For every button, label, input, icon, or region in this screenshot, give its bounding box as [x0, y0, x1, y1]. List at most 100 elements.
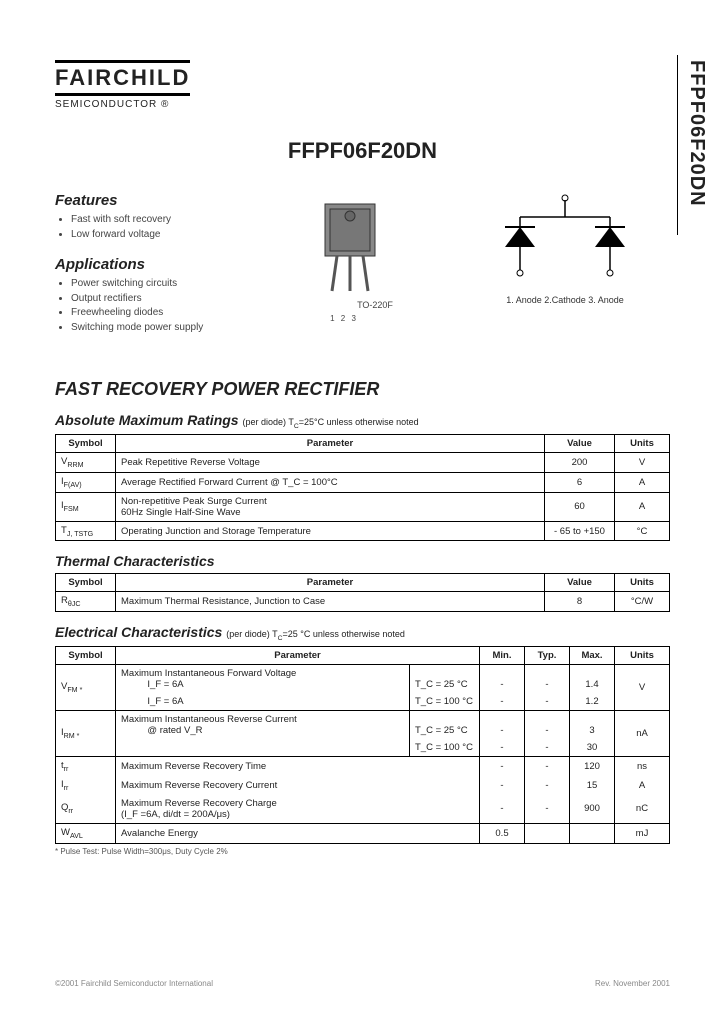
col-max: Max. — [570, 647, 615, 665]
pin-diagram-label: 1. Anode 2.Cathode 3. Anode — [460, 295, 670, 305]
cell-symbol: IFSM — [56, 492, 116, 521]
cell-param: Operating Junction and Storage Temperatu… — [116, 521, 545, 541]
cell-max: 30 — [570, 739, 615, 757]
application-item: Freewheeling diodes — [71, 306, 240, 321]
features-list: Fast with soft recovery Low forward volt… — [55, 213, 240, 242]
cell-param — [116, 739, 410, 757]
cell-unit: V — [615, 665, 670, 711]
cell-unit: A — [615, 776, 670, 795]
cell-min: - — [480, 665, 525, 694]
cell-max: 900 — [570, 795, 615, 824]
table-row: WAVL Avalanche Energy 0.5 mJ — [56, 823, 670, 843]
pin-diagram-column: 1. Anode 2.Cathode 3. Anode — [460, 192, 670, 349]
application-item: Output rectifiers — [71, 292, 240, 307]
cell-param: Avalanche Energy — [116, 823, 480, 843]
abs-max-heading: Absolute Maximum Ratings (per diode) TC=… — [55, 412, 670, 430]
cell-typ: - — [525, 795, 570, 824]
footer-right: Rev. November 2001 — [595, 979, 670, 988]
cell-typ: - — [525, 693, 570, 711]
col-symbol: Symbol — [56, 647, 116, 665]
cell-min: - — [480, 776, 525, 795]
cell-typ: - — [525, 711, 570, 740]
table-row: VRRM Peak Repetitive Reverse Voltage 200… — [56, 452, 670, 472]
table-row: trr Maximum Reverse Recovery Time - - 12… — [56, 757, 670, 776]
part-title: FFPF06F20DN — [55, 138, 670, 164]
cell-value: 60 — [545, 492, 615, 521]
cell-symbol: RθJC — [56, 592, 116, 612]
cell-param: I_F = 6A — [116, 693, 410, 711]
cell-typ: - — [525, 776, 570, 795]
cell-symbol: VFM * — [56, 665, 116, 711]
table-header-row: Symbol Parameter Value Units — [56, 574, 670, 592]
package-drawing-icon — [295, 196, 405, 306]
electrical-cond: (per diode) TC=25 °C unless otherwise no… — [226, 629, 405, 639]
application-item: Switching mode power supply — [71, 321, 240, 336]
footer-left: ©2001 Fairchild Semiconductor Internatio… — [55, 979, 213, 988]
cell-cond: T_C = 100 °C — [410, 693, 480, 711]
table-row: Irr Maximum Reverse Recovery Current - -… — [56, 776, 670, 795]
electrical-heading: Electrical Characteristics (per diode) T… — [55, 624, 670, 642]
cell-unit: °C — [615, 521, 670, 541]
col-units: Units — [615, 434, 670, 452]
table-row: IRM * Maximum Instantaneous Reverse Curr… — [56, 711, 670, 740]
cell-unit: V — [615, 452, 670, 472]
cell-value: - 65 to +150 — [545, 521, 615, 541]
cell-cond: T_C = 100 °C — [410, 739, 480, 757]
cell-param: Maximum Reverse Recovery Charge (I_F =6A… — [116, 795, 480, 824]
diode-schematic-icon — [480, 192, 650, 287]
thermal-table: Symbol Parameter Value Units RθJC Maximu… — [55, 573, 670, 612]
cell-max — [570, 823, 615, 843]
table-header-row: Symbol Parameter Value Units — [56, 434, 670, 452]
col-typ: Typ. — [525, 647, 570, 665]
applications-heading: Applications — [55, 256, 240, 273]
logo-sub: SEMICONDUCTOR ® — [55, 99, 670, 110]
cell-symbol: Qrr — [56, 795, 116, 824]
abs-max-title: Absolute Maximum Ratings — [55, 412, 239, 428]
feature-item: Fast with soft recovery — [71, 213, 240, 228]
col-value: Value — [545, 434, 615, 452]
table-row: Qrr Maximum Reverse Recovery Charge (I_F… — [56, 795, 670, 824]
col-units: Units — [615, 647, 670, 665]
cell-unit: nA — [615, 711, 670, 757]
cell-cond: T_C = 25 °C — [410, 665, 480, 694]
col-parameter: Parameter — [116, 574, 545, 592]
main-heading: FAST RECOVERY POWER RECTIFIER — [55, 379, 670, 400]
cell-typ — [525, 823, 570, 843]
cell-min: - — [480, 693, 525, 711]
application-item: Power switching circuits — [71, 277, 240, 292]
cell-param: Maximum Instantaneous Reverse Current @ … — [116, 711, 410, 740]
table-row: IF(AV) Average Rectified Forward Current… — [56, 472, 670, 492]
cell-value: 6 — [545, 472, 615, 492]
abs-max-table: Symbol Parameter Value Units VRRM Peak R… — [55, 434, 670, 542]
logo-block: FAIRCHILD SEMICONDUCTOR ® — [55, 60, 670, 110]
cell-symbol: IF(AV) — [56, 472, 116, 492]
cell-min: - — [480, 711, 525, 740]
cell-max: 1.4 — [570, 665, 615, 694]
cell-symbol: trr — [56, 757, 116, 776]
cell-unit: A — [615, 492, 670, 521]
cell-unit: mJ — [615, 823, 670, 843]
cell-symbol: TJ, TSTG — [56, 521, 116, 541]
table-row: VFM * Maximum Instantaneous Forward Volt… — [56, 665, 670, 694]
col-units: Units — [615, 574, 670, 592]
cell-symbol: VRRM — [56, 452, 116, 472]
features-heading: Features — [55, 192, 240, 209]
cell-unit: ns — [615, 757, 670, 776]
table-row: T_C = 100 °C - - 30 — [56, 739, 670, 757]
cell-unit: °C/W — [615, 592, 670, 612]
page-footer: ©2001 Fairchild Semiconductor Internatio… — [55, 979, 670, 988]
cell-param: Maximum Instantaneous Forward Voltage I_… — [116, 665, 410, 694]
cell-unit: A — [615, 472, 670, 492]
cell-max: 15 — [570, 776, 615, 795]
cell-symbol: IRM * — [56, 711, 116, 757]
cell-param: Peak Repetitive Reverse Voltage — [116, 452, 545, 472]
side-divider — [677, 55, 679, 235]
col-parameter: Parameter — [116, 434, 545, 452]
col-parameter: Parameter — [116, 647, 480, 665]
cell-min: - — [480, 757, 525, 776]
cell-min: 0.5 — [480, 823, 525, 843]
package-column: TO-220F 1 2 3 — [260, 192, 440, 349]
cell-max: 3 — [570, 711, 615, 740]
col-value: Value — [545, 574, 615, 592]
cell-min: - — [480, 795, 525, 824]
